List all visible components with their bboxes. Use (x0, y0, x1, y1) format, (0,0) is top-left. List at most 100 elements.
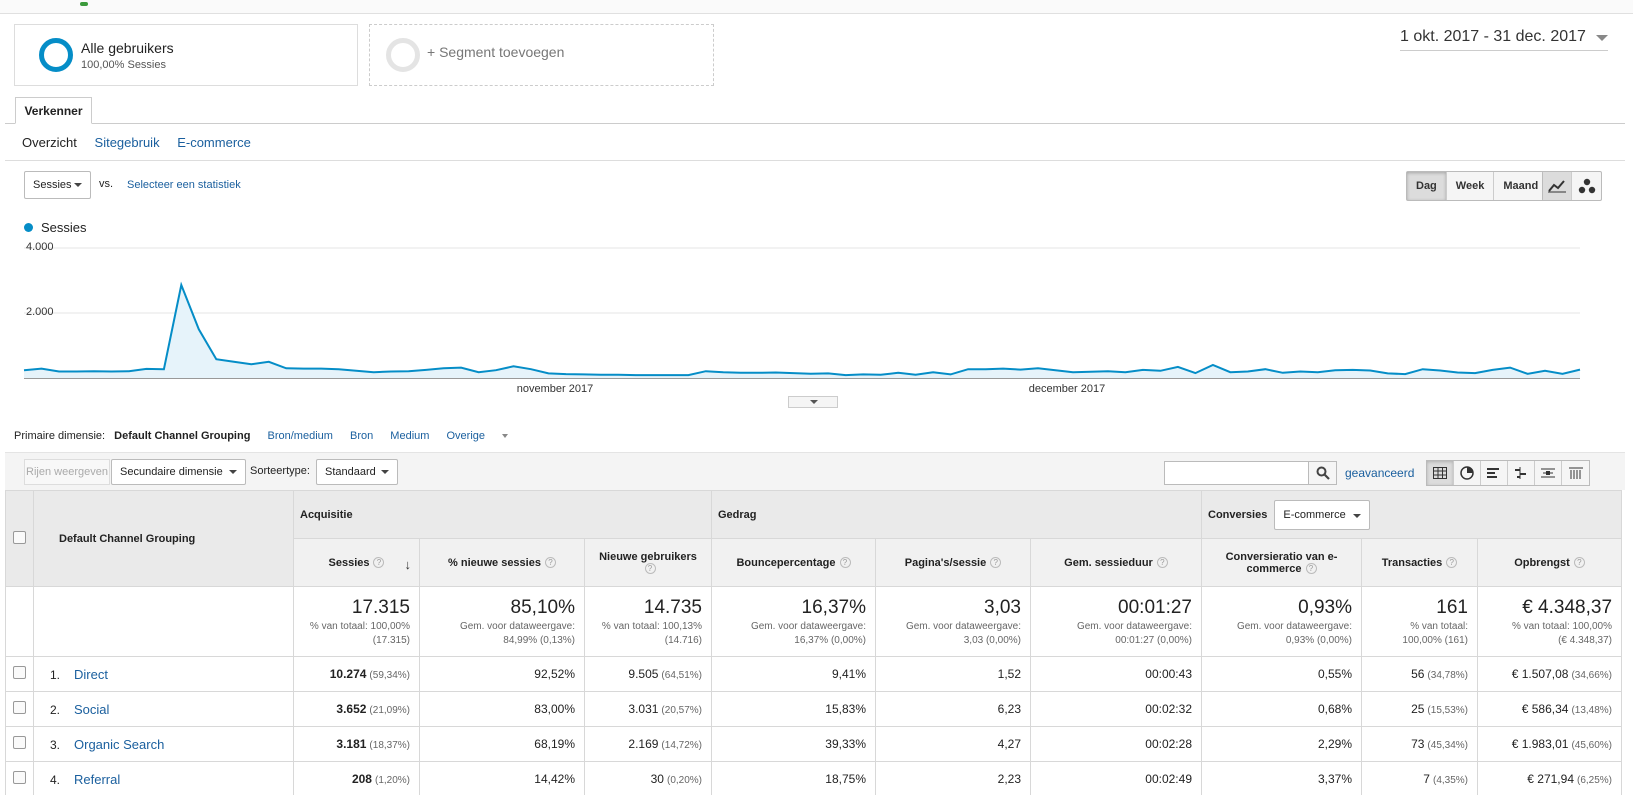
cell-duration: 00:02:32 (1030, 691, 1202, 727)
help-icon[interactable]: ? (1156, 557, 1168, 569)
col-avg-session-duration-label: Gem. sessieduur (1064, 556, 1153, 569)
dimension-source[interactable]: Bron (349, 430, 374, 442)
segment-all-users[interactable]: Alle gebruikers 100,00% Sessies (14, 24, 358, 86)
dimension-medium[interactable]: Medium (390, 430, 430, 442)
row-checkbox[interactable] (13, 701, 26, 714)
help-icon[interactable]: ? (1573, 557, 1585, 569)
cell-sessions-value: 10.274 (329, 667, 367, 681)
dimension-other[interactable]: Overige (446, 430, 522, 442)
show-rows-button[interactable]: Rijen weergeven (24, 459, 110, 485)
cell-pps: 2,23 (875, 761, 1031, 795)
cell-transactions: 7 (4,35%) (1361, 761, 1478, 795)
help-icon[interactable]: ? (1305, 563, 1317, 575)
totals-sub: (14.716) (664, 634, 702, 646)
totals-cell: 17.315 % van totaal: 100,00% (17.315) (293, 586, 420, 657)
pivot-view-icon[interactable] (1562, 461, 1589, 485)
granularity-month-button[interactable]: Maand (1503, 180, 1539, 192)
bar-view-icon[interactable] (1481, 461, 1508, 485)
add-segment-button[interactable]: + Segment toevoegen (369, 24, 714, 86)
subtab-overview[interactable]: Overzicht (22, 135, 77, 150)
col-avg-session-duration[interactable]: Gem. sessieduur? (1030, 538, 1202, 587)
totals-sub: Gem. voor dataweergave: (1076, 620, 1192, 632)
row-channel-link[interactable]: Social (74, 701, 110, 717)
col-pages-per-session-label: Pagina's/sessie (904, 556, 987, 569)
help-icon[interactable]: ? (644, 563, 656, 575)
cell-new-sessions: 14,42% (419, 761, 585, 795)
term-cloud-view-icon[interactable] (1535, 461, 1562, 485)
help-icon[interactable]: ? (544, 557, 556, 569)
tab-explorer[interactable]: Verkenner (15, 97, 92, 124)
table-view-icon[interactable] (1427, 461, 1454, 485)
cell-revenue: € 586,34 (13,48%) (1476, 691, 1623, 727)
col-bounce-rate[interactable]: Bouncepercentage? (711, 538, 876, 587)
cell-transactions: 25 (15,53%) (1361, 691, 1478, 727)
dimension-header[interactable]: Default Channel Grouping (33, 490, 294, 587)
row-checkbox[interactable] (13, 771, 26, 784)
dimension-source-medium[interactable]: Bron/medium (267, 430, 333, 442)
comparison-view-icon[interactable] (1508, 461, 1535, 485)
secondary-dimension-select[interactable]: Secundaire dimensie (111, 459, 246, 485)
cell-transactions: 73 (45,34%) (1361, 726, 1478, 762)
col-conversion-rate[interactable]: Conversieratio van e-commerce? (1201, 538, 1362, 587)
col-sessions[interactable]: Sessies? ↓ (293, 538, 420, 587)
cell-new-sessions: 83,00% (419, 691, 585, 727)
help-icon[interactable]: ? (990, 557, 1002, 569)
row-channel-link[interactable]: Referral (74, 771, 121, 787)
help-icon[interactable]: ? (373, 557, 385, 569)
sort-type-select[interactable]: Standaard (316, 459, 398, 485)
help-icon[interactable]: ? (839, 557, 851, 569)
subtab-ecommerce[interactable]: E-commerce (177, 135, 251, 150)
totals-cell: 0,93% Gem. voor dataweergave: 0,93% (0,00%… (1201, 586, 1362, 657)
col-revenue[interactable]: Opbrengst? (1476, 538, 1623, 587)
chart-collapse-toggle[interactable] (788, 396, 838, 408)
row-checkbox[interactable] (13, 736, 26, 749)
sort-desc-icon: ↓ (404, 557, 412, 572)
select-metric-link[interactable]: Selecteer een statistiek (127, 179, 241, 191)
granularity-day-button[interactable]: Dag (1407, 172, 1447, 200)
cell-sessions-value: 208 (351, 772, 372, 786)
cell-percent: (59,34%) (369, 670, 410, 681)
totals-cell: € 4.348,37 % van totaal: 100,00% (€ 4.348,… (1476, 586, 1623, 657)
row-checkbox[interactable] (13, 666, 26, 679)
cell-new-users: 2.169 (14,72%) (584, 726, 712, 762)
table-search-input[interactable] (1164, 461, 1309, 485)
line-chart-icon[interactable] (1543, 172, 1572, 200)
motion-chart-icon[interactable] (1572, 172, 1601, 200)
cell-new-users-value: 3.031 (628, 702, 659, 716)
totals-sub: Gem. voor dataweergave: (1236, 620, 1352, 632)
cell-new-users: 3.031 (20,57%) (584, 691, 712, 727)
cell-percent: (0,20%) (666, 775, 702, 786)
date-range-picker[interactable]: 1 okt. 2017 - 31 dec. 2017 (1400, 28, 1608, 51)
totals-value: € 4.348,37 (1522, 596, 1613, 618)
dimension-default-channel-grouping[interactable]: Default Channel Grouping (114, 430, 251, 442)
status-dot (80, 2, 88, 6)
cell-new-users-value: 9.505 (628, 667, 659, 681)
metric-select[interactable]: Sessies (24, 171, 91, 199)
totals-sub: 84,99% (0,13%) (503, 634, 575, 646)
search-icon[interactable] (1308, 461, 1337, 485)
help-icon[interactable]: ? (1446, 557, 1458, 569)
totals-cell: 14.735 % van totaal: 100,13% (14.716) (584, 586, 712, 657)
cell-percent: (13,48%) (1571, 705, 1613, 716)
cell-sessions-value: 3.181 (336, 737, 367, 751)
advanced-filter-link[interactable]: geavanceerd (1345, 466, 1415, 480)
totals-empty-check (5, 586, 34, 657)
select-all-checkbox[interactable] (13, 530, 26, 544)
col-pages-per-session[interactable]: Pagina's/sessie? (875, 538, 1031, 587)
col-new-sessions-pct[interactable]: % nieuwe sessies? (419, 538, 585, 587)
cell-new-sessions-value: 14,42% (534, 772, 575, 786)
totals-sub: (17.315) (372, 634, 410, 646)
cell-pps-value: 2,23 (997, 772, 1021, 786)
conversion-type-select[interactable]: E-commerce (1274, 499, 1371, 530)
totals-sub: % van totaal: 100,00% (309, 620, 410, 632)
cell-pps: 4,27 (875, 726, 1031, 762)
granularity-week-button[interactable]: Week (1447, 172, 1495, 200)
totals-row: 17.315 % van totaal: 100,00% (17.315) 85,10… (5, 586, 1623, 657)
col-new-users[interactable]: Nieuwe gebruikers? (584, 538, 712, 587)
pie-view-icon[interactable] (1454, 461, 1481, 485)
col-bounce-rate-label: Bouncepercentage (736, 556, 836, 569)
subtab-site-usage[interactable]: Sitegebruik (94, 135, 160, 150)
row-channel-link[interactable]: Organic Search (74, 736, 165, 752)
col-transactions[interactable]: Transacties? (1361, 538, 1478, 587)
row-channel-link[interactable]: Direct (74, 666, 108, 682)
